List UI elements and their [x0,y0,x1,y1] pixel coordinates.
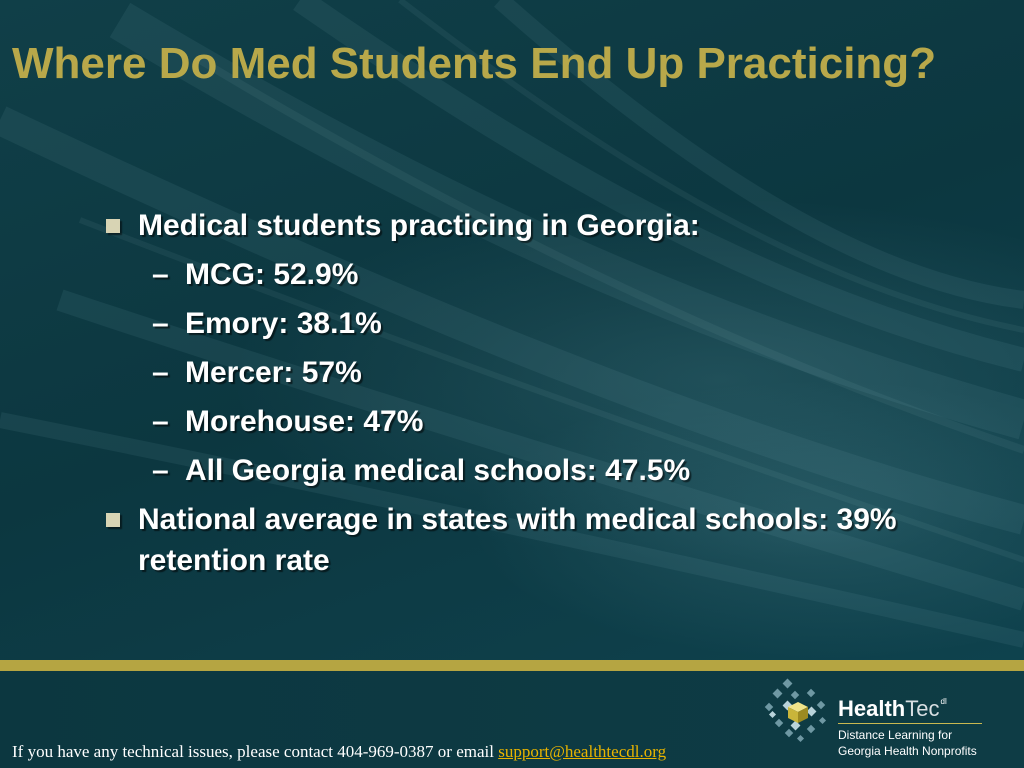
logo-wordmark: HealthTecdl [838,690,1018,721]
light-rays-decoration [0,0,1024,648]
dash-bullet-icon: – [152,356,169,389]
dash-bullet-icon: – [152,454,169,487]
contact-prefix: If you have any technical issues, please… [12,742,499,761]
support-email-link[interactable]: support@healthtecdl.org [498,742,667,761]
bullet-item: National average in states with medical … [100,499,1000,581]
logo-underline [838,723,982,724]
bullet-text: National average in states with medical … [138,503,897,577]
cube-cluster-icon [764,678,827,743]
sub-bullet-text: Mercer: 57% [185,356,362,389]
sub-bullet-text: MCG: 52.9% [185,258,359,291]
square-bullet-icon [106,219,120,233]
sub-bullet-item: – MCG: 52.9% [100,254,1000,295]
slide-body: Medical students practicing in Georgia: … [100,205,1000,589]
dash-bullet-icon: – [152,258,169,291]
support-contact-text: If you have any technical issues, please… [12,742,666,762]
healthtec-logo: HealthTecdl Distance Learning for Georgi… [838,690,1018,759]
sub-bullet-item: – Morehouse: 47% [100,401,1000,442]
logo-name-bold: Health [838,696,906,721]
sub-bullet-item: – Mercer: 57% [100,352,1000,393]
footer-band [0,671,1024,768]
logo-name-light: Tec [905,696,940,721]
sub-bullet-text: All Georgia medical schools: 47.5% [185,454,691,487]
bullet-text: Medical students practicing in Georgia: [138,209,700,242]
logo-tagline-2: Georgia Health Nonprofits [838,744,977,758]
square-bullet-icon [106,513,120,527]
dash-bullet-icon: – [152,307,169,340]
slide-title: Where Do Med Students End Up Practicing? [12,39,937,88]
dash-bullet-icon: – [152,405,169,438]
logo-tagline-1: Distance Learning for [838,728,953,742]
accent-divider [0,660,1024,671]
sub-bullet-text: Emory: 38.1% [185,307,382,340]
bullet-item: Medical students practicing in Georgia: [100,205,1000,246]
logo-superscript: dl [940,697,947,706]
sub-bullet-item: – Emory: 38.1% [100,303,1000,344]
sub-bullet-item: – All Georgia medical schools: 47.5% [100,450,1000,491]
sub-bullet-text: Morehouse: 47% [185,405,424,438]
